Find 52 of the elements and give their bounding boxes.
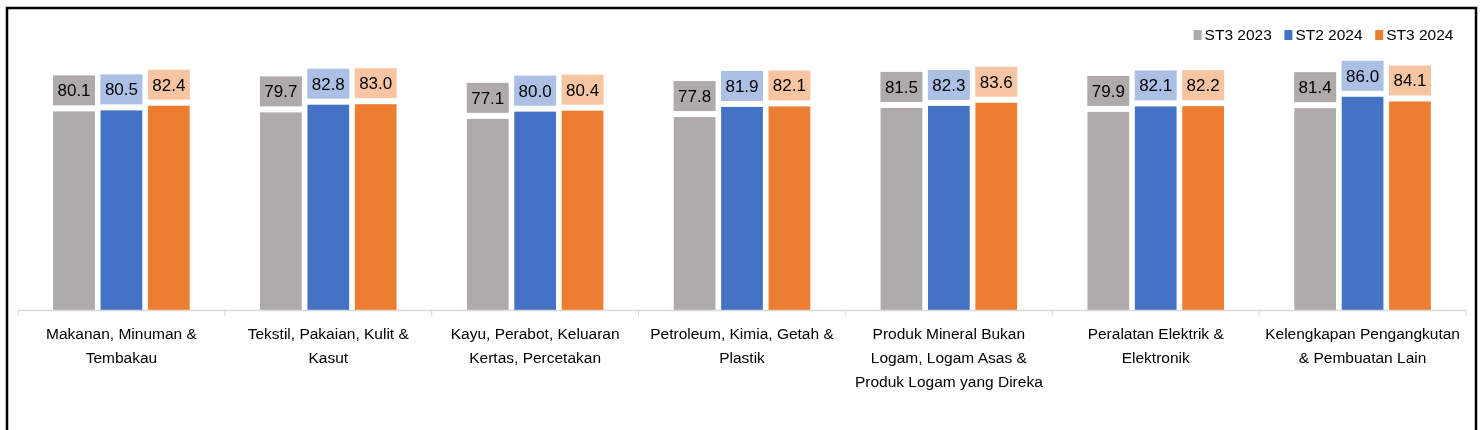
bar xyxy=(975,102,1018,310)
data-label: 83.6 xyxy=(979,72,1013,92)
bar xyxy=(561,110,604,310)
bar xyxy=(880,107,923,310)
x-tick-label: Kayu, Perabot, Keluaran Kertas, Percetakan xyxy=(450,325,620,366)
bar xyxy=(721,106,763,310)
data-label: 83.0 xyxy=(359,74,393,94)
legend-label: ST2 2024 xyxy=(1295,26,1363,43)
data-label: 81.5 xyxy=(884,77,918,97)
data-label: 79.9 xyxy=(1091,81,1125,101)
bar xyxy=(1389,101,1431,310)
x-tick-label: Tekstil, Pakaian, Kulit & Kasut xyxy=(247,325,410,366)
x-tick-label: Kelengkapan Pengangkutan & Pembuatan Lain xyxy=(1265,325,1460,366)
data-label: 82.4 xyxy=(152,75,186,95)
data-label: 80.5 xyxy=(104,80,138,100)
bar xyxy=(768,106,811,310)
data-label: 79.7 xyxy=(264,82,298,102)
bar xyxy=(928,105,970,310)
x-tick-label: Makanan, Minuman & Tembakau xyxy=(46,325,198,366)
data-label: 80.4 xyxy=(566,80,600,100)
data-label: 82.1 xyxy=(1139,76,1173,96)
bar xyxy=(1087,111,1130,310)
x-tick-label: Peralatan Elektrik & Elektronik xyxy=(1087,325,1225,366)
x-tick-label: Produk Mineral Bukan Logam, Logam Asas & Produk Logam yang Direka xyxy=(854,325,1044,390)
data-label: 82.1 xyxy=(772,76,806,96)
legend-label: ST3 2024 xyxy=(1386,26,1454,43)
data-label: 80.1 xyxy=(57,81,91,101)
bar xyxy=(354,104,397,310)
data-label: 86.0 xyxy=(1346,66,1380,86)
bar xyxy=(673,117,716,310)
bar xyxy=(1182,106,1224,310)
data-label: 77.1 xyxy=(471,88,505,108)
bar xyxy=(1134,106,1177,310)
data-label: 81.9 xyxy=(725,76,759,96)
bar xyxy=(147,105,190,310)
data-label: 82.8 xyxy=(311,74,345,94)
bar xyxy=(514,111,556,310)
data-label: 84.1 xyxy=(1393,71,1427,91)
bar xyxy=(1294,108,1337,310)
data-label: 77.8 xyxy=(678,87,712,107)
bar xyxy=(100,110,143,310)
data-label: 80.0 xyxy=(518,81,552,101)
bar xyxy=(307,104,350,310)
bar xyxy=(53,111,95,310)
data-label: 82.2 xyxy=(1186,76,1220,96)
bar xyxy=(1341,96,1384,310)
data-label: 82.3 xyxy=(932,75,966,95)
bar xyxy=(466,118,509,310)
data-label: 81.4 xyxy=(1298,78,1332,98)
bar xyxy=(260,112,302,310)
x-tick-label: Petroleum, Kimia, Getah & Plastik xyxy=(650,325,835,366)
legend-label: ST3 2023 xyxy=(1204,26,1272,43)
